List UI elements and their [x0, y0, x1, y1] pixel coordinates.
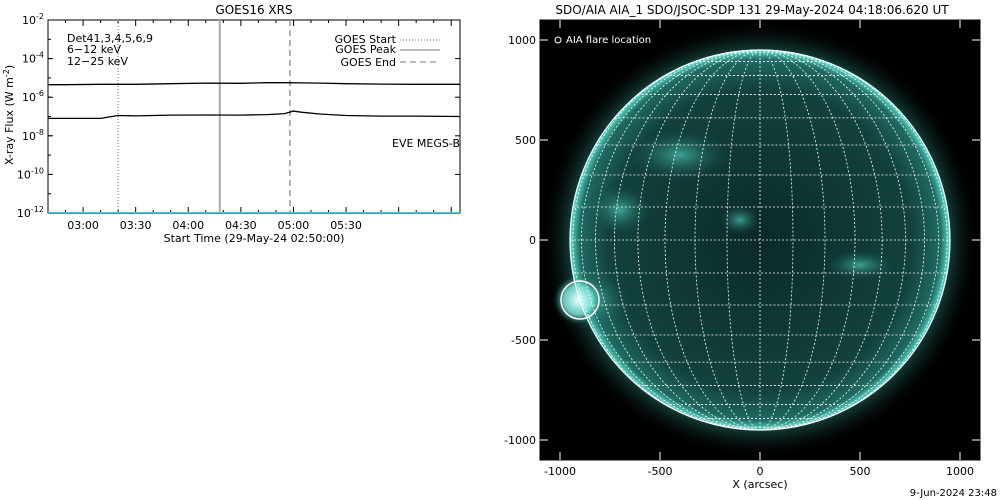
lightcurve-x-ticks: 03:00 03:30 04:00 04:30 05:00 05:30 — [65, 20, 452, 232]
x-tick-label: 04:30 — [225, 219, 257, 232]
legend-goes-start: GOES Start — [335, 33, 397, 46]
active-region-3 — [825, 250, 895, 280]
y-tick-label: -500 — [511, 334, 536, 347]
solar-limb-outline — [569, 49, 951, 431]
y-tick-exponent: -4 — [36, 51, 44, 60]
y-tick-label: 500 — [515, 134, 536, 147]
y-tick-label: 10-6 — [22, 89, 44, 104]
y-tick-base: 10 — [22, 91, 36, 104]
lightcurve-y-axis-label: X-ray Flux (W m-2) — [2, 65, 16, 165]
y-label-sup: -2 — [2, 69, 11, 77]
longitude-line — [759, 49, 883, 431]
longitude-line — [694, 49, 761, 431]
x-tick-label: -1000 — [544, 465, 576, 478]
aia-x-axis-label: X (arcsec) — [732, 478, 787, 491]
longitude-line — [759, 49, 939, 431]
lightcurve-title: GOES16 XRS — [215, 3, 292, 17]
aia-title: SDO/AIA AIA_1 SDO/JSOC-SDP 131 29-May-20… — [555, 3, 949, 17]
longitude-line — [664, 49, 761, 431]
y-tick-label: 10-4 — [22, 51, 44, 66]
legend-goes-peak: GOES Peak — [335, 43, 396, 56]
aia-image-content — [540, 20, 980, 460]
aia-y-ticks: -1000 -500 0 500 1000 — [504, 34, 980, 447]
detector-legend: Det41,3,4,5,6,9 6−12 keV 12−25 keV — [67, 32, 153, 68]
x-tick-label: 500 — [850, 465, 871, 478]
x-tick-label: 1000 — [946, 465, 974, 478]
y-tick-base: 10 — [22, 14, 36, 27]
y-tick-exponent: -8 — [36, 128, 44, 137]
longitude-line — [759, 49, 794, 431]
x-tick-label: 04:00 — [172, 219, 204, 232]
y-tick-label: 10-12 — [17, 205, 44, 220]
series-line-1 — [48, 110, 460, 120]
longitude-line — [759, 49, 948, 431]
y-tick-exponent: -12 — [31, 205, 44, 214]
legend-6-12-kev: 6−12 keV — [67, 43, 121, 56]
legend-detectors: Det41,3,4,5,6,9 — [67, 32, 153, 45]
longitude-line — [572, 49, 761, 431]
x-tick-label: 0 — [757, 465, 764, 478]
y-tick-exponent: -10 — [31, 166, 44, 175]
y-tick-base: 10 — [22, 53, 36, 66]
active-region-4 — [590, 185, 650, 235]
y-tick-exponent: -6 — [36, 89, 44, 98]
lightcurve-x-axis-label: Start Time (29-May-24 02:50:00) — [164, 232, 345, 245]
y-label-main: X-ray Flux (W m — [3, 77, 16, 165]
active-region-1 — [630, 130, 730, 180]
y-label-close: ) — [3, 65, 16, 69]
flare-legend-label: AIA flare location — [566, 35, 651, 46]
longitude-line — [614, 49, 761, 431]
y-tick-label: 0 — [529, 234, 536, 247]
longitude-line — [759, 49, 856, 431]
aia-x-ticks: -1000 -500 0 500 1000 — [544, 20, 974, 478]
aia-image-panel: SDO/AIA AIA_1 SDO/JSOC-SDP 131 29-May-20… — [504, 3, 981, 491]
y-tick-exponent: -2 — [36, 12, 44, 21]
y-tick-label: 10-2 — [22, 12, 44, 27]
y-tick-label: 10-10 — [17, 166, 44, 181]
flare-legend-symbol — [554, 36, 562, 44]
heliographic-grid — [570, 49, 950, 431]
x-tick-label: -500 — [648, 465, 673, 478]
x-tick-label: 05:30 — [330, 219, 362, 232]
flare-location-circle — [560, 280, 600, 320]
active-region-2 — [720, 205, 760, 235]
longitude-line — [637, 49, 761, 431]
x-tick-label: 05:00 — [278, 219, 310, 232]
y-tick-label: 10-8 — [22, 128, 44, 143]
longitude-line — [759, 49, 925, 431]
goes-marker-legend: GOES Start GOES Peak GOES End — [335, 33, 440, 69]
eve-megs-b-annotation: EVE MEGS-B — [392, 137, 460, 150]
lightcurve-series — [48, 82, 460, 213]
flare-legend: AIA flare location — [554, 35, 651, 46]
series-line-0 — [48, 82, 460, 86]
y-tick-base: 10 — [17, 207, 31, 220]
longitude-line — [759, 49, 826, 431]
legend-12-25-kev: 12−25 keV — [67, 55, 128, 68]
lightcurve-event-markers — [117, 20, 291, 213]
y-tick-base: 10 — [22, 130, 36, 143]
x-tick-label: 03:30 — [120, 219, 152, 232]
longitude-line — [581, 49, 761, 431]
x-tick-label: 03:00 — [67, 219, 99, 232]
y-tick-label: 1000 — [508, 34, 536, 47]
legend-goes-end: GOES End — [340, 56, 396, 69]
longitude-line — [759, 49, 906, 431]
footer-timestamp: 9-Jun-2024 23:48 — [910, 488, 997, 499]
y-tick-base: 10 — [17, 168, 31, 181]
longitude-line — [726, 49, 761, 431]
y-tick-label: -1000 — [504, 434, 536, 447]
longitude-line — [595, 49, 761, 431]
